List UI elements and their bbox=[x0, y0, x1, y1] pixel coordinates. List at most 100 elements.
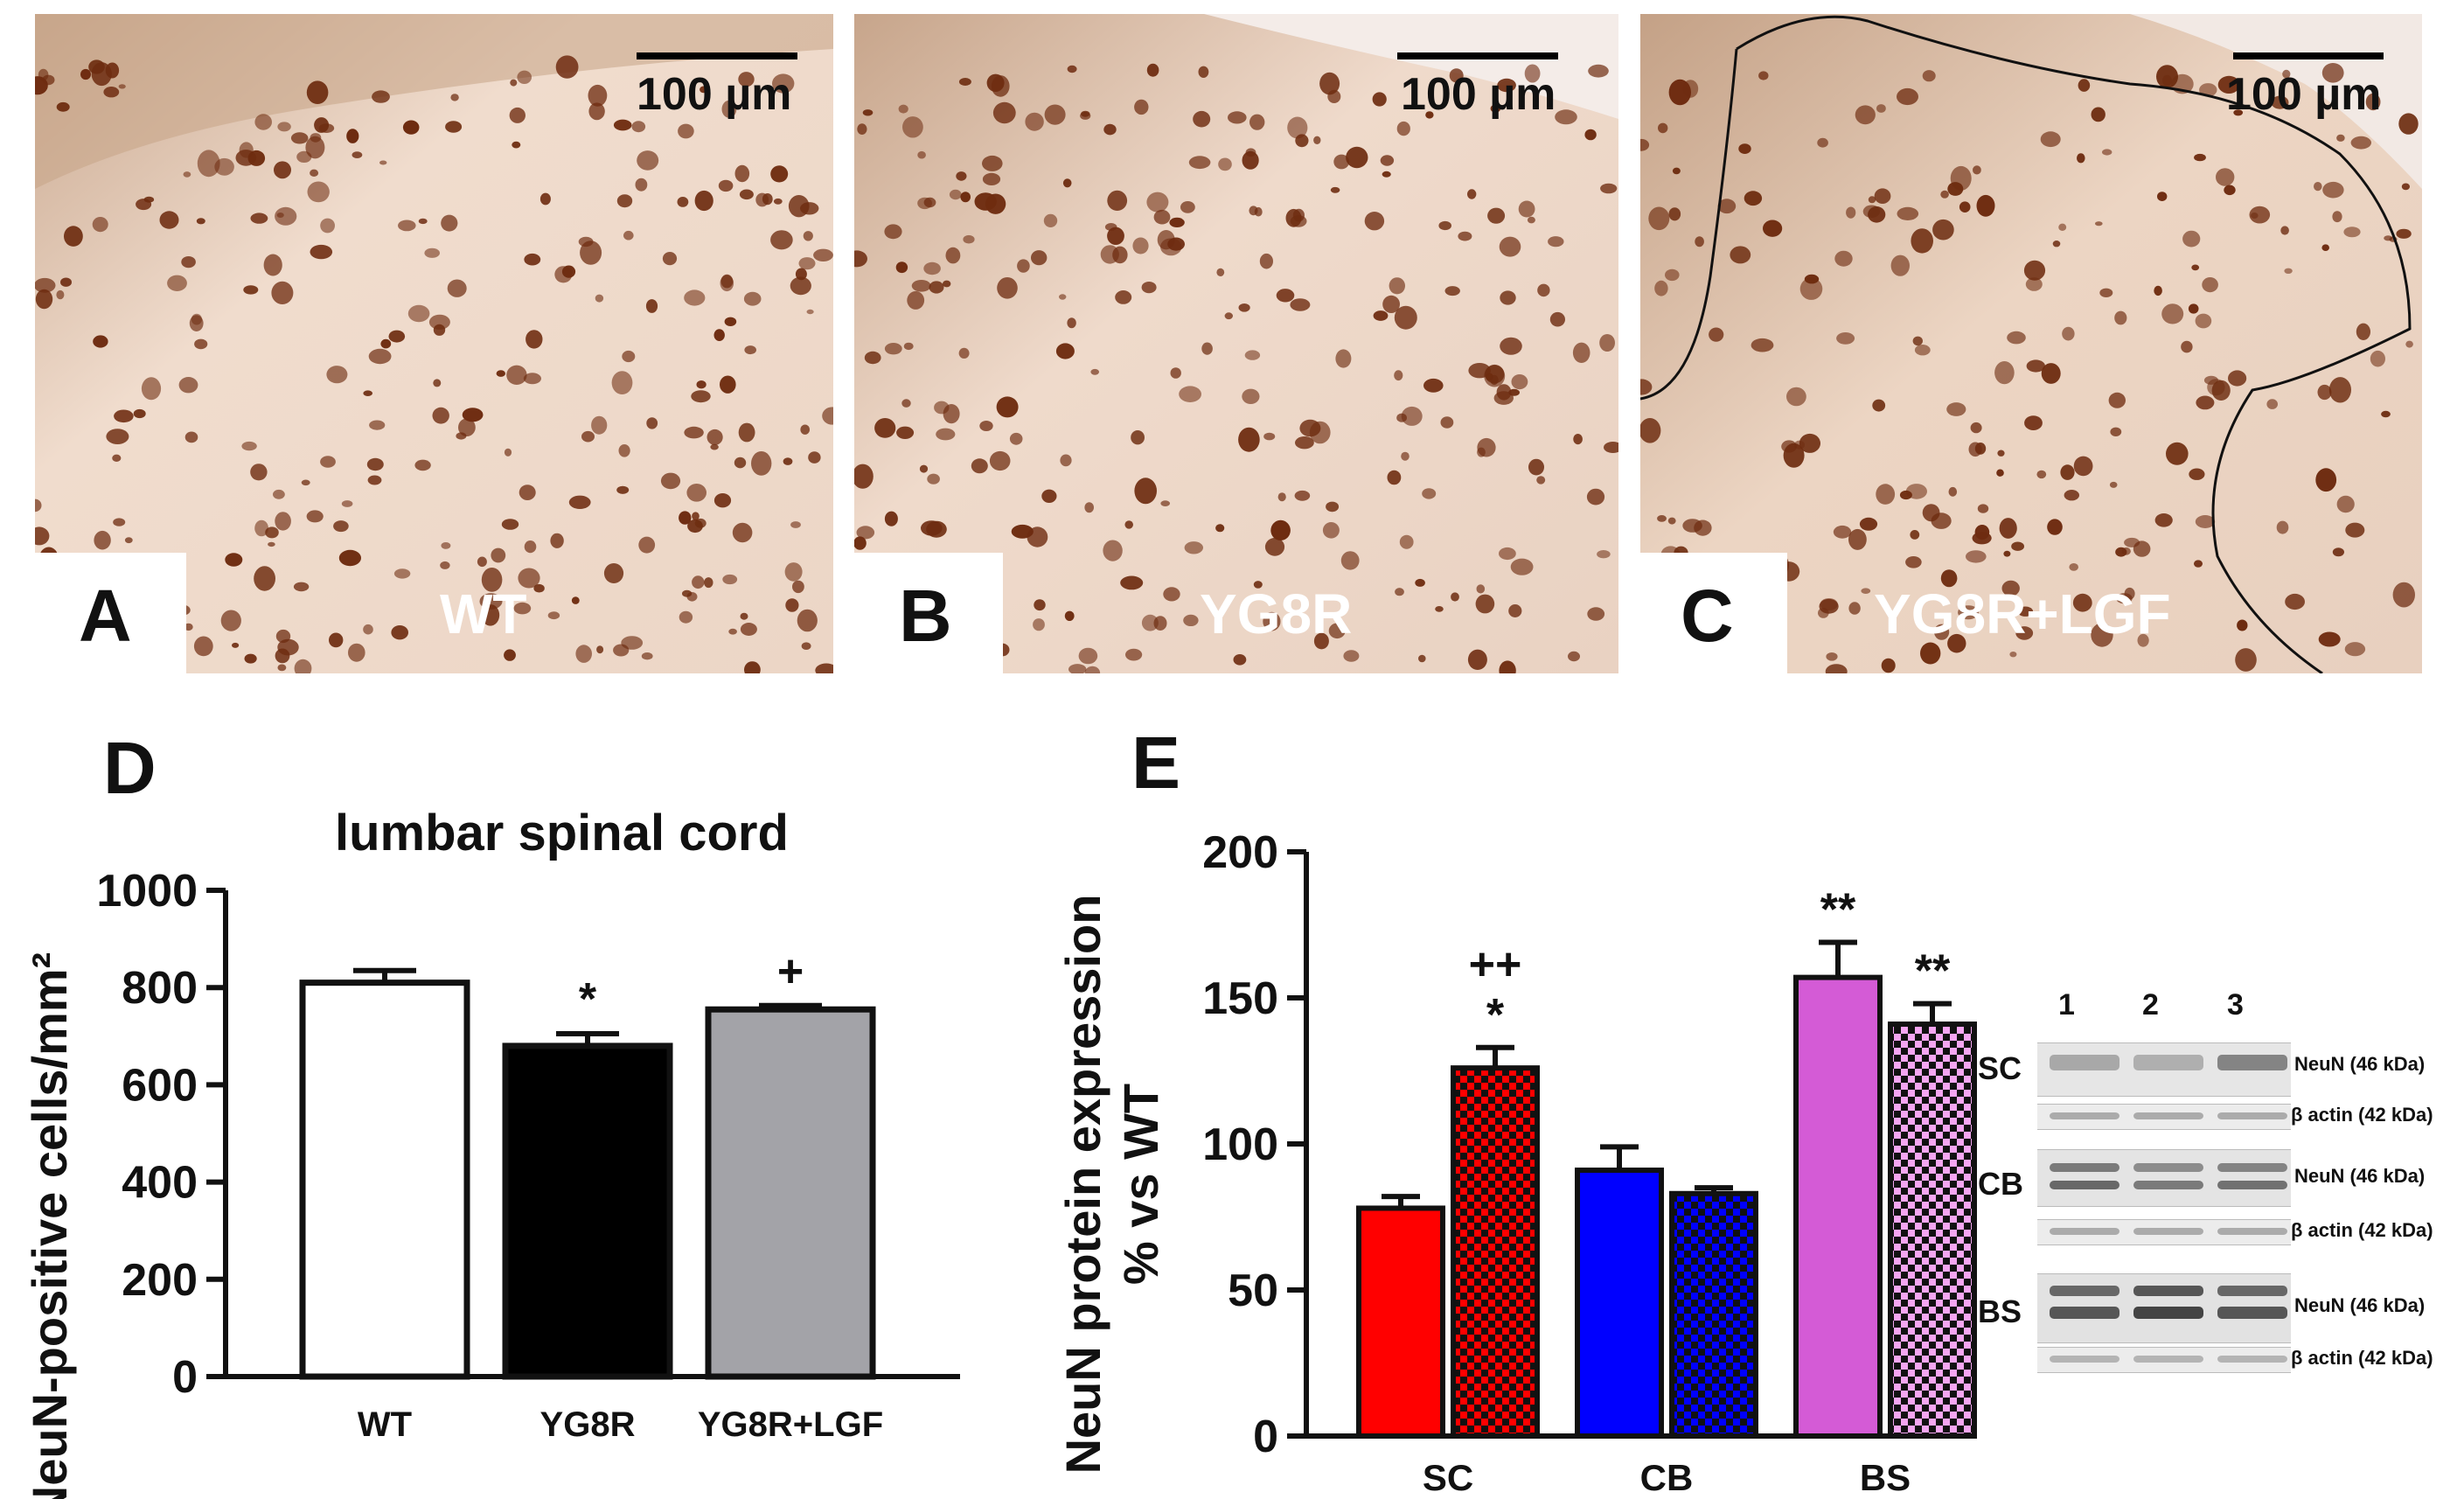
stained-neuron bbox=[159, 211, 179, 229]
stained-neuron bbox=[1238, 427, 1260, 452]
stained-neuron bbox=[1276, 289, 1295, 303]
stained-neuron bbox=[662, 252, 678, 266]
stained-neuron bbox=[2398, 113, 2419, 135]
panel-letter-c: C bbox=[1681, 575, 1734, 657]
stained-neuron bbox=[2321, 63, 2344, 83]
stained-neuron bbox=[510, 79, 518, 87]
stained-neuron bbox=[638, 536, 656, 554]
stained-neuron bbox=[1440, 416, 1454, 429]
stained-neuron bbox=[1665, 268, 1680, 282]
stained-neuron bbox=[561, 265, 576, 278]
stained-neuron bbox=[1763, 220, 1783, 237]
stained-neuron bbox=[631, 121, 646, 133]
stained-neuron bbox=[2318, 631, 2341, 647]
stained-neuron bbox=[596, 645, 604, 654]
blot-band bbox=[2050, 1181, 2119, 1189]
stained-neuron bbox=[250, 464, 268, 481]
stained-neuron bbox=[660, 472, 681, 490]
stained-neuron bbox=[806, 309, 814, 315]
stained-neuron bbox=[2396, 228, 2412, 239]
stained-neuron bbox=[2370, 350, 2385, 367]
stained-neuron bbox=[2064, 490, 2079, 501]
stained-neuron bbox=[432, 407, 449, 424]
stained-neuron bbox=[2058, 223, 2067, 231]
stained-neuron bbox=[2216, 168, 2235, 186]
stained-neuron bbox=[684, 289, 706, 306]
stained-neuron bbox=[996, 396, 1019, 418]
stained-neuron bbox=[220, 610, 241, 631]
stained-neuron bbox=[911, 280, 931, 292]
stained-neuron bbox=[418, 218, 428, 225]
stained-neuron bbox=[1836, 332, 1855, 345]
blot-band bbox=[2217, 1307, 2287, 1319]
stained-neuron bbox=[2336, 134, 2345, 142]
stained-neuron bbox=[1950, 165, 1972, 191]
stained-neuron bbox=[2015, 626, 2034, 640]
stained-neuron bbox=[945, 247, 961, 264]
stained-neuron bbox=[379, 160, 387, 165]
chart-d: NeuN-positive cells/mm² 0 200 400 600 800 100… bbox=[22, 866, 960, 1499]
stained-neuron bbox=[2317, 384, 2332, 401]
stained-neuron bbox=[479, 593, 503, 610]
stained-neuron bbox=[618, 444, 630, 457]
stained-neuron bbox=[1027, 526, 1048, 547]
stained-neuron bbox=[301, 479, 310, 486]
stained-neuron bbox=[1259, 253, 1273, 269]
stained-neuron bbox=[1322, 522, 1340, 539]
stained-neuron bbox=[2315, 468, 2337, 492]
stained-neuron bbox=[692, 512, 700, 520]
stained-neuron bbox=[2336, 495, 2355, 513]
stained-neuron bbox=[595, 294, 604, 303]
stained-neuron bbox=[2266, 399, 2278, 409]
stained-neuron bbox=[971, 458, 988, 474]
stained-neuron bbox=[265, 526, 279, 539]
blot-bands bbox=[2050, 1055, 2287, 1363]
stained-neuron bbox=[784, 562, 803, 582]
stained-neuron bbox=[35, 499, 42, 512]
stained-neuron bbox=[113, 518, 126, 526]
stained-neuron bbox=[1846, 206, 1856, 219]
stained-neuron bbox=[694, 190, 713, 212]
stained-neuron bbox=[1060, 454, 1072, 467]
stained-neuron bbox=[518, 568, 540, 589]
stained-neuron bbox=[1905, 556, 1922, 568]
stained-neuron bbox=[1423, 378, 1444, 393]
stained-neuron bbox=[1744, 191, 1763, 206]
stained-neuron bbox=[2199, 83, 2217, 97]
stained-neuron bbox=[2249, 206, 2271, 224]
stained-neuron bbox=[1333, 154, 1350, 170]
stained-neuron bbox=[1188, 156, 1211, 170]
chart-d-title: lumbar spinal cord bbox=[335, 805, 789, 861]
stained-neuron bbox=[1848, 528, 1867, 550]
stained-neuron bbox=[1640, 379, 1653, 395]
stained-neuron bbox=[1146, 192, 1169, 213]
stained-neuron bbox=[1868, 206, 1886, 223]
stained-neuron bbox=[1587, 607, 1605, 621]
stained-neuron bbox=[2181, 340, 2193, 353]
chart-d-ytick-label: 200 bbox=[122, 1255, 198, 1306]
stained-neuron bbox=[2194, 153, 2206, 162]
stained-neuron bbox=[1817, 137, 1828, 148]
stained-neuron bbox=[1055, 343, 1075, 359]
stained-neuron bbox=[1859, 517, 1878, 531]
stained-neuron bbox=[1958, 605, 1980, 620]
stained-neuron bbox=[1524, 64, 1541, 83]
stained-neuron bbox=[1518, 200, 1535, 218]
stained-neuron bbox=[923, 197, 936, 208]
stained-neuron bbox=[1132, 237, 1149, 254]
stained-neuron bbox=[2392, 582, 2415, 608]
blot-bs-actin bbox=[2037, 1347, 2291, 1373]
stained-neuron bbox=[35, 289, 53, 310]
stained-neuron bbox=[1103, 540, 1123, 561]
stained-neuron bbox=[803, 231, 813, 241]
stained-neuron bbox=[369, 420, 386, 430]
stained-neuron bbox=[80, 68, 91, 80]
stained-neuron bbox=[2284, 268, 2293, 274]
stained-neuron bbox=[93, 335, 108, 348]
stained-neuron bbox=[622, 350, 636, 363]
stained-neuron bbox=[1346, 146, 1368, 169]
blot-band bbox=[2050, 1356, 2119, 1363]
chart-d-ytick-label: 600 bbox=[122, 1060, 198, 1111]
stained-neuron bbox=[35, 277, 56, 293]
chart-e-ytick-label: 100 bbox=[1202, 1119, 1278, 1170]
